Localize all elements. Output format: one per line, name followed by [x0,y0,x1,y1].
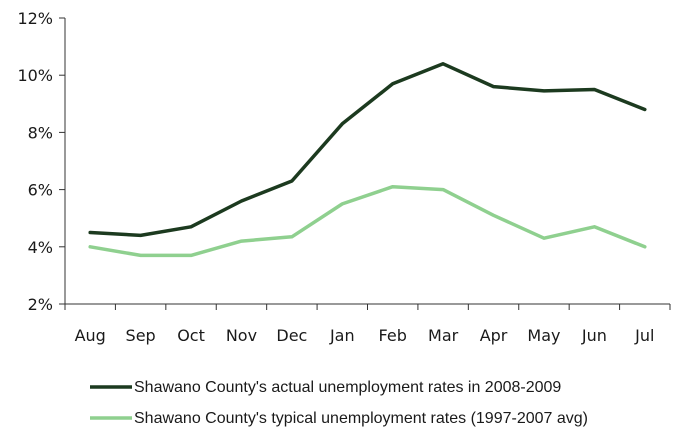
y-tick-label: 8% [28,123,53,142]
y-axis-ticks: 2% 4% 6% 8% 10% 12% [17,9,65,314]
y-tick-label: 12% [17,9,53,28]
x-tick-label: Jul [634,326,654,345]
series-line-2 [88,184,647,258]
x-tick-label: Oct [177,326,205,345]
series-lines [88,62,647,258]
x-tick-label: Sep [126,326,156,345]
legend: Shawano County's actual unemployment rat… [90,379,588,427]
legend-label-1: Shawano County's actual unemployment rat… [134,379,561,396]
x-tick-label: Dec [276,326,307,345]
y-tick-label: 4% [28,238,53,257]
x-tick-label: Aug [75,326,106,345]
y-tick-label: 2% [28,295,53,314]
series-line-1 [88,62,647,238]
x-axis-ticks: Aug Sep Oct Nov Dec Jan Feb Mar Apr May Jun Jul [64,304,671,345]
legend-label-2: Shawano County's typical unemployment ra… [134,410,588,427]
x-tick-label: Jun [581,326,607,345]
x-tick-label: Feb [379,326,407,345]
y-tick-label: 10% [17,66,53,85]
y-tick-label: 6% [28,181,53,200]
x-tick-label: Apr [480,326,508,345]
x-tick-label: Jan [329,326,355,345]
x-tick-label: Mar [428,326,459,345]
x-tick-label: Nov [226,326,257,345]
axes [64,18,670,305]
x-tick-label: May [527,326,560,345]
